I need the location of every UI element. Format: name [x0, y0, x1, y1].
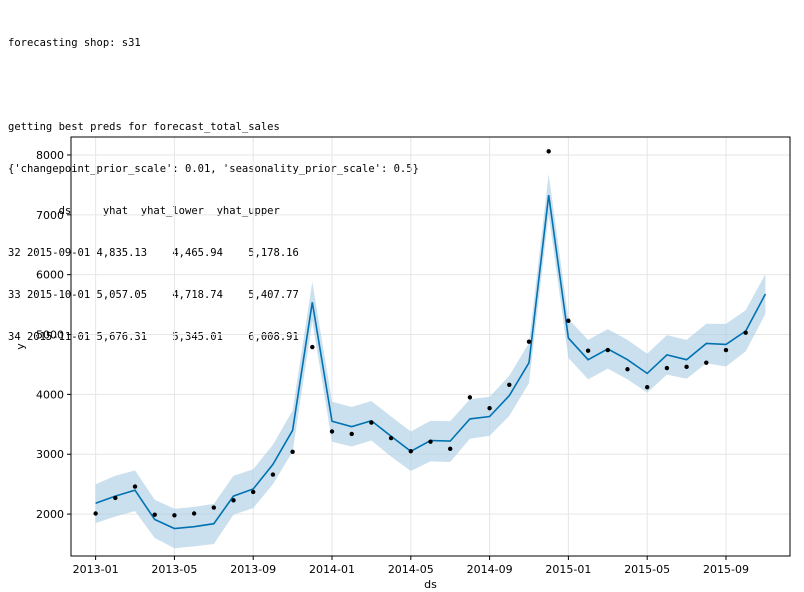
actual-point [369, 420, 374, 425]
actual-point [172, 513, 177, 518]
actual-points [93, 149, 748, 518]
actual-point [684, 364, 689, 370]
forecast-table-row: 32 2015-09-01 4,835.13 4,465.94 5,178.16 [8, 247, 299, 259]
plot-frame [70, 136, 791, 557]
forecast-table-header: ds yhat yhat_lower yhat_upper [8, 205, 280, 217]
x-tick-label: 2014-09 [467, 563, 513, 576]
y-tick-label: 2000 [36, 508, 64, 521]
uncertainty-band [95, 174, 766, 549]
forecast-table-row: 33 2015-10-01 5,057.05 4,718.74 5,407.77 [8, 289, 299, 301]
x-tick-label: 2014-05 [388, 563, 434, 576]
actual-point [625, 367, 630, 372]
x-tick-label: 2013-09 [230, 563, 276, 576]
forecast-table-row: 34 2015-11-01 5,676.31 5,345.01 6,008.91 [8, 331, 299, 343]
actual-point [447, 446, 453, 452]
actual-point [251, 489, 256, 495]
x-tick-label: 2013-05 [151, 563, 197, 576]
y-tick-label: 4000 [36, 388, 64, 401]
x-tick-label: 2013-01 [73, 563, 119, 576]
actual-point [664, 365, 670, 371]
actual-point [487, 405, 492, 411]
actual-point [743, 330, 748, 335]
actual-point [270, 472, 276, 477]
actual-point [310, 344, 315, 350]
x-axis-label: ds [424, 578, 437, 591]
x-tick-label: 2015-05 [624, 563, 670, 576]
x-tick-label: 2015-09 [703, 563, 749, 576]
actual-point [93, 511, 98, 516]
actual-point [132, 484, 138, 489]
actual-point [526, 339, 532, 344]
actual-point [349, 431, 354, 437]
actual-point [566, 318, 571, 323]
actual-point [388, 435, 394, 441]
actual-point [211, 505, 217, 510]
y-tick-label: 7000 [36, 209, 64, 222]
actual-point [152, 512, 157, 517]
actual-point [191, 511, 197, 516]
actual-point [428, 439, 433, 444]
actual-point [290, 449, 295, 455]
actual-point [585, 348, 591, 353]
y-tick-label: 5000 [36, 329, 64, 342]
y-tick-label: 3000 [36, 448, 64, 461]
actual-point [113, 495, 118, 501]
x-tick-label: 2014-01 [309, 563, 355, 576]
actual-point [231, 498, 236, 503]
console-line-params: {'changepoint_prior_scale': 0.01, 'seaso… [8, 163, 419, 175]
console-line-preds: getting best preds for forecast_total_sa… [8, 121, 280, 133]
x-tick-label: 2015-01 [545, 563, 591, 576]
actual-point [507, 382, 512, 388]
y-axis-label: y [14, 343, 27, 350]
actual-point [546, 149, 551, 154]
axis-ticks: 2013-01 2013-05 2013-09 2014-01 2014-05 2014-… [36, 149, 749, 576]
actual-point [329, 429, 335, 434]
actual-point [605, 347, 610, 353]
actual-point [704, 360, 709, 365]
console-output: forecasting shop: s31 getting best preds… [8, 8, 419, 358]
y-tick-label: 6000 [36, 269, 64, 282]
console-line-shop: forecasting shop: s31 [8, 37, 141, 49]
actual-point [644, 385, 650, 390]
actual-point [408, 449, 414, 454]
actual-point [723, 347, 729, 353]
y-tick-label: 8000 [36, 149, 64, 162]
actual-point [467, 395, 473, 400]
